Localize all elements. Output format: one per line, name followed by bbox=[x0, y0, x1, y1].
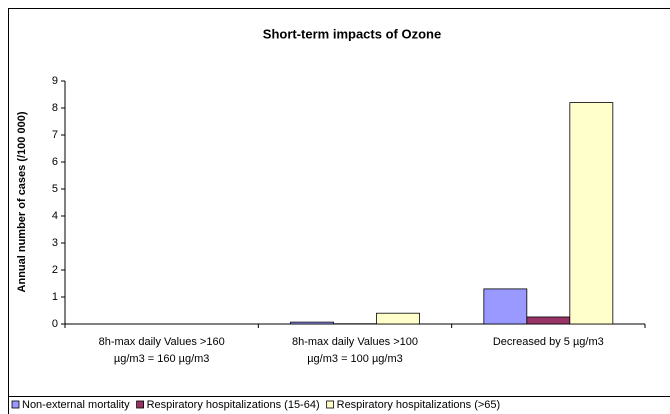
legend-label: Respiratory hospitalizations (>65) bbox=[337, 399, 501, 411]
bar bbox=[290, 321, 334, 325]
legend-swatch bbox=[326, 400, 335, 409]
y-tick-label: 2 bbox=[52, 264, 58, 276]
y-tick-label: 0 bbox=[52, 318, 58, 330]
legend-swatch bbox=[136, 400, 144, 409]
x-tick-label: Decreased by 5 µg/m3 bbox=[492, 336, 604, 348]
y-tick-label: 6 bbox=[52, 156, 58, 168]
legend-label: Respiratory hospitalizations (15-64) bbox=[147, 399, 320, 411]
y-axis-label: Annual number of cases (/100 000) bbox=[16, 111, 28, 292]
legend-swatch bbox=[11, 400, 20, 409]
y-tick-label: 8 bbox=[52, 102, 58, 114]
chart-frame bbox=[8, 8, 670, 414]
x-tick-label: 8h-max daily Values >160 µg/m3 = 160 µg/… bbox=[98, 336, 225, 365]
y-tick-label: 4 bbox=[52, 210, 58, 222]
y-tick-label: 7 bbox=[52, 129, 58, 141]
legend-label: Non-external mortality bbox=[22, 399, 130, 411]
bar bbox=[526, 316, 571, 325]
bar bbox=[569, 102, 614, 325]
legend-frame bbox=[8, 396, 670, 414]
x-tick-label: 8h-max daily Values >100 µg/m3 = 100 µg/… bbox=[291, 336, 419, 365]
chart-title: Short-term impacts of Ozone bbox=[263, 26, 441, 41]
y-tick-label: 9 bbox=[52, 75, 58, 87]
bar bbox=[483, 288, 528, 325]
y-tick-label: 1 bbox=[52, 291, 58, 303]
y-tick-label: 5 bbox=[52, 183, 58, 195]
bar bbox=[376, 312, 420, 325]
y-tick-label: 3 bbox=[52, 237, 58, 249]
